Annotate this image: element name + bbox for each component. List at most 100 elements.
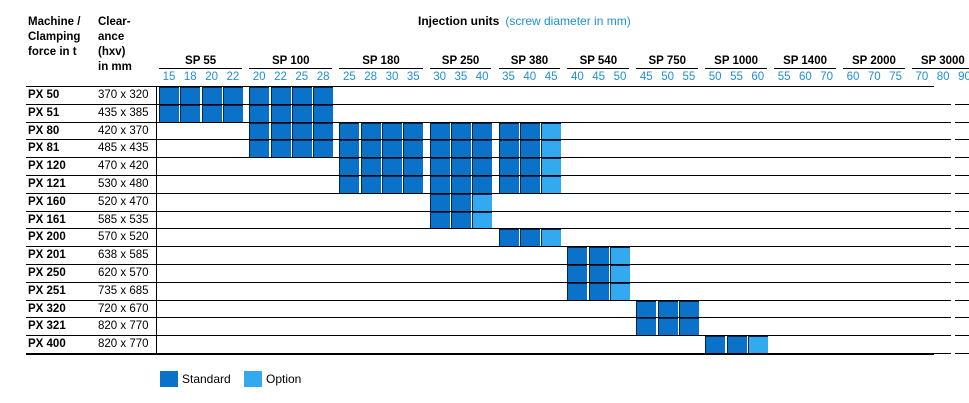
screw-diameter-label: 55 <box>777 71 791 83</box>
cell-line <box>954 299 969 301</box>
group-header: SP 1400 <box>774 54 836 69</box>
group-header: SP 380 <box>498 54 561 69</box>
screw-diameter-label: 80 <box>936 71 950 83</box>
clearance-header-line: (hxv) <box>98 46 126 58</box>
clearance-value: 420 x 370 <box>98 124 149 137</box>
row-separator <box>26 139 934 141</box>
standard-cell <box>678 318 699 336</box>
standard-cell <box>519 176 540 193</box>
screw-diameter-label: 35 <box>502 71 515 83</box>
screw-diameter-label: 20 <box>252 71 266 83</box>
screw-diameter-label: 45 <box>544 71 558 83</box>
machine-header-line: Clamping <box>28 31 81 43</box>
standard-cell <box>498 122 519 140</box>
row-separator <box>26 175 934 176</box>
standard-cell <box>360 158 381 176</box>
option-swatch <box>244 371 262 387</box>
standard-cell <box>313 140 334 158</box>
standard-cell <box>270 140 291 158</box>
screw-diameter-label: 55 <box>730 71 743 83</box>
screw-diameter-label: 18 <box>183 71 197 83</box>
standard-cell <box>222 104 243 122</box>
standard-cell <box>726 336 747 354</box>
standard-cell <box>705 336 726 354</box>
standard-cell <box>450 122 471 140</box>
screw-diameter-label: 45 <box>639 71 653 83</box>
standard-cell <box>498 229 519 247</box>
standard-cell <box>498 176 519 193</box>
standard-cell <box>180 104 201 122</box>
cell-line <box>954 246 969 248</box>
cell-line <box>933 103 952 105</box>
option-cell <box>472 211 493 229</box>
group-header: SP 2000 <box>843 54 905 69</box>
clearance-header-line: ance <box>98 31 125 43</box>
clearance-value: 585 x 535 <box>98 213 149 226</box>
standard-cell <box>588 282 609 300</box>
standard-cell <box>567 265 588 282</box>
standard-cell <box>636 318 657 336</box>
standard-cell <box>159 87 179 104</box>
screw-diameter-label: 28 <box>316 71 330 83</box>
cell-line <box>933 317 952 319</box>
standard-cell <box>403 158 424 176</box>
group-header: SP 3000 <box>911 54 969 69</box>
screw-diameter-label: 25 <box>295 71 309 83</box>
standard-cell <box>519 158 540 176</box>
screw-diameter-label: 20 <box>205 71 218 83</box>
option-cell <box>472 193 493 211</box>
option-cell <box>541 158 562 176</box>
standard-cell <box>382 140 402 158</box>
option-cell <box>610 282 630 300</box>
machine-label: PX 321 <box>28 320 66 333</box>
standard-cell <box>180 87 201 104</box>
standard-cell <box>382 158 402 176</box>
screw-diameter-label: 45 <box>592 71 606 83</box>
standard-cell <box>519 122 540 140</box>
standard-cell <box>313 87 334 104</box>
screw-diameter-label: 28 <box>364 71 378 83</box>
cell-line <box>954 228 969 230</box>
standard-cell <box>450 158 471 176</box>
cell-line <box>933 139 952 141</box>
group-header: SP 540 <box>567 54 630 69</box>
standard-cell <box>291 140 312 158</box>
standard-cell <box>450 211 471 229</box>
standard-cell <box>588 265 609 282</box>
option-cell <box>747 336 768 354</box>
option-cell <box>541 122 562 140</box>
clearance-header-line: in mm <box>98 61 132 73</box>
screw-diameter-label: 30 <box>433 71 446 83</box>
machine-label: PX 81 <box>28 142 60 155</box>
screw-diameter-label: 60 <box>846 71 860 83</box>
screw-diameter-label: 50 <box>613 71 627 83</box>
standard-cell <box>403 122 424 140</box>
standard-cell <box>498 158 519 176</box>
clearance-value: 720 x 670 <box>98 302 149 315</box>
standard-cell <box>360 176 381 193</box>
standard-cell <box>403 140 424 158</box>
standard-cell <box>403 176 424 193</box>
row-separator <box>26 157 934 159</box>
cell-line <box>954 175 969 176</box>
screw-diameter-label: 70 <box>820 71 834 83</box>
title-sub: (screw diameter in mm) <box>505 14 631 28</box>
cell-line <box>954 281 969 283</box>
group-header: SP 750 <box>636 54 699 69</box>
standard-cell <box>291 87 312 104</box>
machine-label: PX 201 <box>28 249 66 262</box>
machine-label: PX 251 <box>28 284 66 297</box>
cell-line <box>954 157 969 159</box>
standard-cell <box>450 140 471 158</box>
standard-cell <box>291 104 312 122</box>
clearance-header-line: Clear- <box>98 16 131 28</box>
clearance-value: 520 x 470 <box>98 195 149 208</box>
machine-label: PX 250 <box>28 267 66 279</box>
machine-label: PX 161 <box>28 213 66 226</box>
standard-cell <box>339 122 360 140</box>
cell-line <box>933 210 952 212</box>
standard-cell <box>339 158 360 176</box>
cell-line <box>954 353 969 354</box>
row-separator <box>26 210 934 212</box>
screw-diameter-label: 50 <box>661 71 674 83</box>
